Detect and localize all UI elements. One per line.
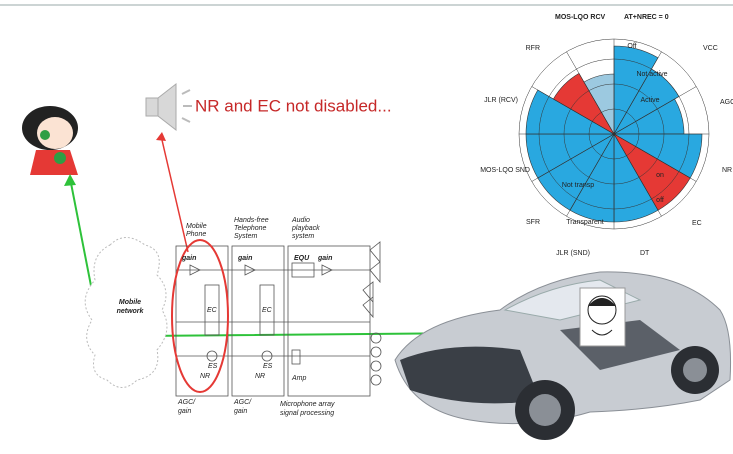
callout-text: NR and EC not disabled... xyxy=(195,96,392,115)
speaker-icon xyxy=(146,84,192,130)
radar-axis-label: RFR xyxy=(526,45,540,52)
radar-inner-label: Active xyxy=(640,97,659,104)
block-label: Phone xyxy=(186,231,206,238)
block-label: Hands-free xyxy=(234,217,269,224)
radar-inner-label: off xyxy=(656,197,664,204)
radar-axis-label: MOS-LQO SND xyxy=(480,167,530,174)
block-label: EQU xyxy=(294,255,310,262)
block-label: AGC/ xyxy=(177,399,196,406)
block-label: playback xyxy=(291,225,320,232)
radar-axis-label: NR xyxy=(722,167,732,174)
radar-header: AT+NREC = 0 xyxy=(624,14,669,21)
radar-axis-label: AGC xyxy=(720,99,733,106)
block-label: System xyxy=(234,233,258,240)
cloud-label: Mobile xyxy=(119,299,141,306)
radar-axis-label: DT xyxy=(640,250,650,257)
block-label: gain xyxy=(317,255,332,262)
block-label: EC xyxy=(262,307,273,314)
block-label: Telephone xyxy=(234,225,267,232)
radar-inner-label: Transparent xyxy=(566,219,604,226)
block-label: gain xyxy=(178,408,191,415)
block-label: system xyxy=(292,233,314,240)
block-label: Audio xyxy=(291,217,310,224)
block-label: NR xyxy=(200,373,210,380)
radar-inner-label: Not transp xyxy=(562,182,594,189)
red-arrow-head xyxy=(156,132,166,141)
block-label: gain xyxy=(234,408,247,415)
block-label: gain xyxy=(181,255,196,262)
radar-inner-label: Not active xyxy=(636,71,667,78)
green-arrow-head xyxy=(64,174,76,186)
block-label: Amp xyxy=(291,375,307,382)
radar-inner-label: on xyxy=(656,172,664,179)
block-label: EC xyxy=(207,307,218,314)
car-image xyxy=(395,272,731,440)
cloud-label: network xyxy=(117,308,145,315)
block-label: gain xyxy=(237,255,252,262)
block-label: signal processing xyxy=(280,410,334,417)
block-label: ES xyxy=(208,363,218,370)
radar-inner-label: Off xyxy=(627,43,636,50)
highlight-ellipse xyxy=(172,240,228,392)
radar-axis-label: SFR xyxy=(526,219,540,226)
radar-header: MOS-LQO RCV xyxy=(555,14,605,21)
radar-axis-label: JLR (RCV) xyxy=(484,97,518,104)
block-label: Mobile xyxy=(186,223,207,230)
radar-axis-label: EC xyxy=(692,220,702,227)
block-label: ES xyxy=(263,363,273,370)
radar-axis-label: VCC xyxy=(703,45,718,52)
block-label: Microphone array xyxy=(280,401,335,408)
slide: NR and EC not disabled... Mobile network… xyxy=(0,0,733,454)
red-arrow xyxy=(162,140,188,252)
block-label: AGC/ xyxy=(233,399,252,406)
person-icon xyxy=(22,106,78,175)
radar-axis-label: JLR (SND) xyxy=(556,250,590,257)
block-label: NR xyxy=(255,373,265,380)
